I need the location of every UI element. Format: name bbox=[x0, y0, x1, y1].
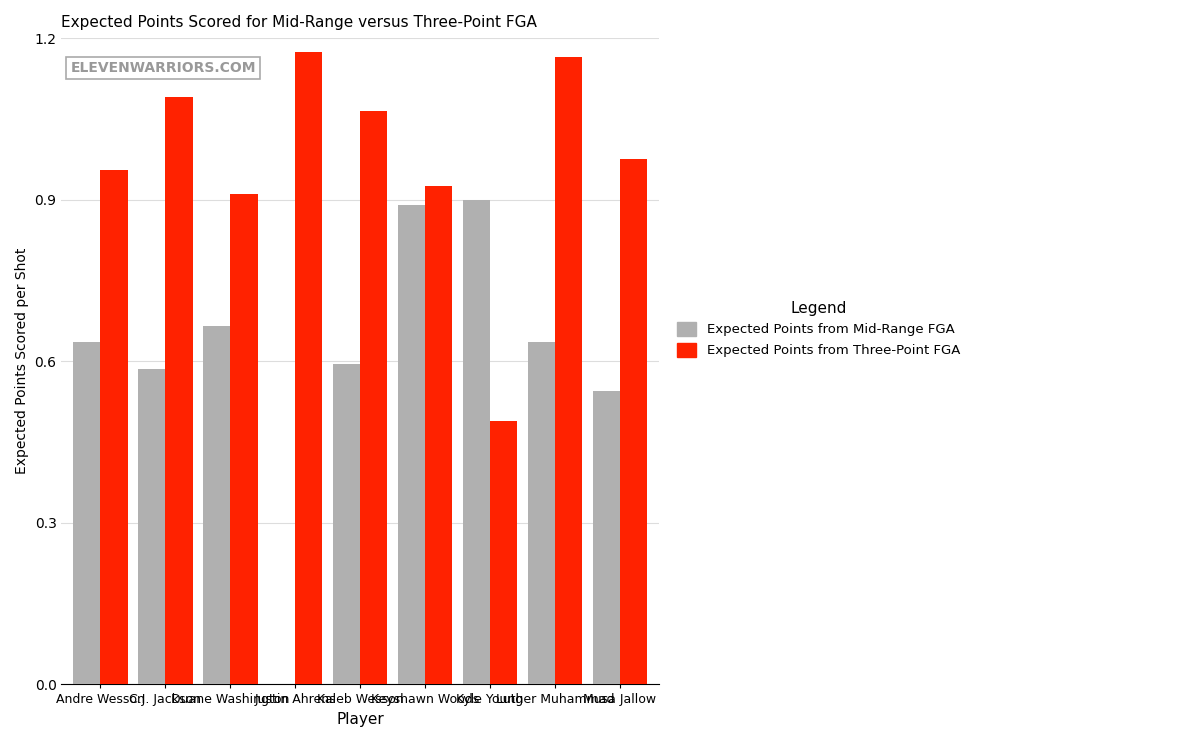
Legend: Expected Points from Mid-Range FGA, Expected Points from Three-Point FGA: Expected Points from Mid-Range FGA, Expe… bbox=[671, 295, 966, 363]
Bar bbox=[620, 160, 647, 684]
Bar bbox=[425, 186, 452, 684]
Bar bbox=[101, 170, 127, 684]
Bar bbox=[166, 97, 192, 684]
Y-axis label: Expected Points Scored per Shot: Expected Points Scored per Shot bbox=[16, 248, 29, 474]
Bar bbox=[593, 391, 620, 684]
X-axis label: Player: Player bbox=[336, 712, 384, 727]
Bar bbox=[295, 52, 323, 684]
Bar bbox=[230, 194, 258, 684]
Bar bbox=[360, 111, 388, 684]
Bar bbox=[73, 342, 101, 684]
Text: Expected Points Scored for Mid-Range versus Three-Point FGA: Expected Points Scored for Mid-Range ver… bbox=[61, 15, 538, 30]
Bar bbox=[463, 200, 490, 684]
Bar bbox=[138, 370, 166, 684]
Text: ELEVENWARRIORS.COM: ELEVENWARRIORS.COM bbox=[71, 61, 256, 75]
Bar bbox=[397, 205, 425, 684]
Bar bbox=[203, 326, 230, 684]
Bar bbox=[490, 421, 517, 684]
Bar bbox=[554, 57, 582, 684]
Bar bbox=[332, 364, 360, 684]
Bar bbox=[528, 342, 554, 684]
